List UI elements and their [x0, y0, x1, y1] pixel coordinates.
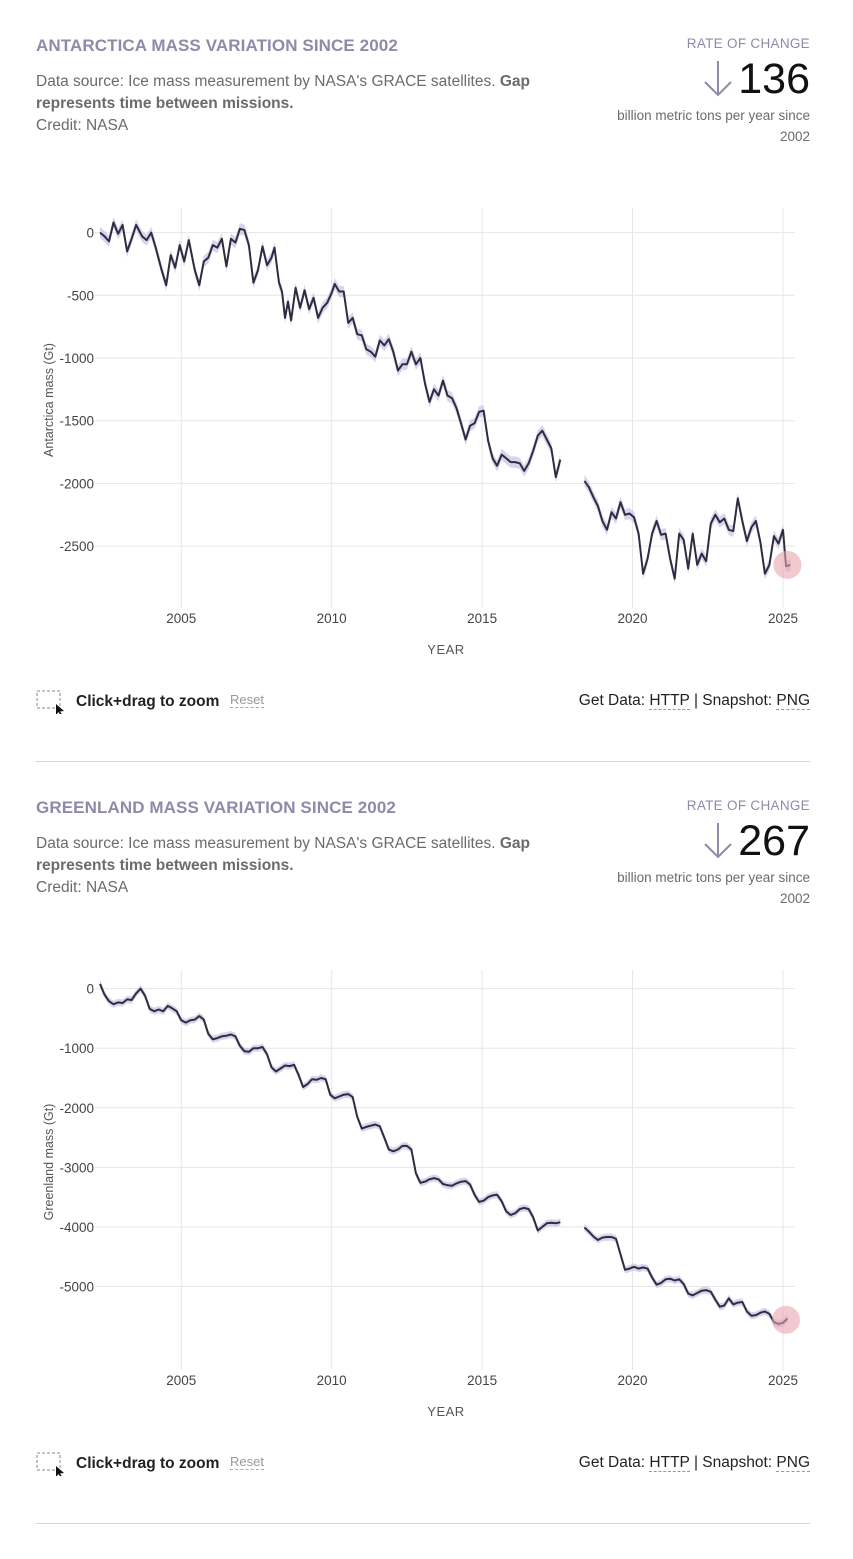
drag-zoom-icon	[36, 690, 64, 714]
y-tick-label: 0	[86, 982, 94, 997]
rate-unit: billion metric tons per year since 2002	[617, 108, 810, 144]
x-tick-label: 2025	[768, 611, 798, 626]
zoom-hint: Click+drag to zoom	[76, 1455, 220, 1472]
x-axis-label: YEAR	[427, 1404, 464, 1419]
get-data-bar: Get Data: HTTP | Snapshot: PNG	[579, 1454, 810, 1472]
y-tick-label: -4000	[59, 1220, 94, 1235]
chart-title: ANTARCTICA MASS VARIATION SINCE 2002	[36, 36, 398, 55]
description-text: Data source: Ice mass measurement by NAS…	[36, 73, 496, 90]
rate-row: 267	[610, 815, 810, 867]
snapshot-label: Snapshot:	[702, 692, 773, 709]
divider	[36, 761, 810, 762]
series-line	[99, 221, 562, 479]
y-tick-label: 0	[86, 226, 94, 241]
latest-point-marker	[771, 1305, 800, 1334]
y-tick-label: -2000	[59, 1101, 94, 1116]
rate-of-change: RATE OF CHANGE 267 billion metric tons p…	[610, 798, 810, 909]
zoom-hint: Click+drag to zoom	[76, 693, 220, 710]
rate-label: RATE OF CHANGE	[686, 36, 810, 51]
separator: |	[693, 692, 698, 709]
snapshot-label: Snapshot:	[702, 1454, 773, 1471]
y-tick-label: -1000	[59, 1041, 94, 1056]
divider	[36, 1523, 810, 1524]
rate-label: RATE OF CHANGE	[686, 798, 810, 813]
arrow-down-icon	[704, 823, 732, 859]
x-tick-label: 2015	[467, 611, 497, 626]
reset-button[interactable]: Reset	[230, 1454, 264, 1470]
antarctica-panel: ANTARCTICA MASS VARIATION SINCE 2002 Dat…	[0, 0, 853, 762]
x-tick-label: 2015	[467, 1373, 497, 1388]
series-line	[583, 480, 791, 580]
latest-point-marker	[773, 550, 802, 579]
y-tick-label: -2500	[59, 539, 94, 554]
x-tick-label: 2025	[768, 1373, 798, 1388]
get-data-label: Get Data:	[578, 1454, 646, 1471]
get-data-label: Get Data:	[578, 692, 646, 709]
png-link[interactable]: PNG	[776, 692, 810, 710]
separator: |	[693, 1454, 698, 1471]
rate-unit: billion metric tons per year since 2002	[617, 870, 810, 906]
chart-description: Data source: Ice mass measurement by NAS…	[36, 833, 556, 899]
rate-value: 136	[738, 55, 810, 103]
x-tick-label: 2020	[618, 611, 648, 626]
png-link[interactable]: PNG	[776, 1454, 810, 1472]
get-data-bar: Get Data: HTTP | Snapshot: PNG	[579, 692, 810, 710]
x-tick-label: 2010	[317, 1373, 347, 1388]
antarctica-chart[interactable]: 0 -500 -1000 -1500 -2000 -2500 2005 2010 2015 202…	[0, 180, 853, 670]
drag-zoom-icon	[36, 1452, 64, 1476]
greenland-panel: GREENLAND MASS VARIATION SINCE 2002 Data…	[0, 762, 853, 1524]
y-axis-label: Greenland mass (Gt)	[42, 1104, 56, 1221]
chart-toolbar: Click+drag to zoom Reset Get Data: HTTP …	[36, 1448, 810, 1478]
rate-row: 136	[610, 53, 810, 105]
series-line	[99, 983, 561, 1232]
y-tick-label: -1000	[59, 351, 94, 366]
series-line	[583, 1226, 789, 1325]
y-tick-label: -3000	[59, 1160, 94, 1175]
rate-of-change: RATE OF CHANGE 136 billion metric tons p…	[610, 36, 810, 147]
credit-text: Credit: NASA	[36, 879, 129, 896]
arrow-down-icon	[704, 61, 732, 97]
description-bold-text: Gap represents time between missions.	[36, 73, 530, 112]
description-bold-text: Gap represents time between missions.	[36, 835, 530, 874]
x-tick-label: 2005	[166, 1373, 196, 1388]
y-tick-label: -500	[67, 288, 94, 303]
chart-title: GREENLAND MASS VARIATION SINCE 2002	[36, 798, 396, 817]
y-tick-label: -2000	[59, 476, 94, 491]
y-tick-label: -1500	[59, 414, 94, 429]
x-axis-label: YEAR	[427, 642, 464, 657]
greenland-chart[interactable]: 0 -1000 -2000 -3000 -4000 -5000 2005 2010 2015 20…	[0, 942, 853, 1432]
uncertainty-band	[100, 216, 561, 483]
x-tick-label: 2020	[618, 1373, 648, 1388]
http-link[interactable]: HTTP	[649, 1454, 690, 1472]
y-tick-label: -5000	[59, 1279, 94, 1294]
x-tick-label: 2005	[166, 611, 196, 626]
http-link[interactable]: HTTP	[649, 692, 690, 710]
x-tick-label: 2010	[317, 611, 347, 626]
credit-text: Credit: NASA	[36, 117, 129, 134]
y-axis-label: Antarctica mass (Gt)	[42, 343, 56, 457]
chart-description: Data source: Ice mass measurement by NAS…	[36, 71, 556, 137]
chart-toolbar: Click+drag to zoom Reset Get Data: HTTP …	[36, 686, 810, 716]
description-text: Data source: Ice mass measurement by NAS…	[36, 835, 496, 852]
reset-button[interactable]: Reset	[230, 692, 264, 708]
rate-value: 267	[738, 817, 810, 865]
uncertainty-band	[584, 1223, 788, 1328]
